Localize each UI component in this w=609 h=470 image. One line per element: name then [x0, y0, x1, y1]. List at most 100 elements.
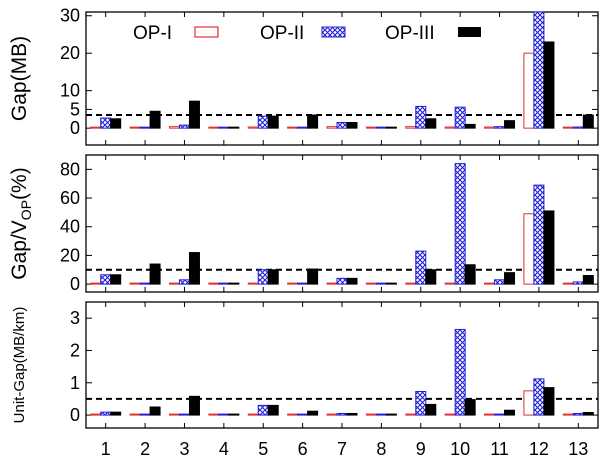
bar-op-i-3: [168, 126, 180, 129]
x-tick-label: 4: [219, 439, 229, 459]
bar-op-ii-6: [297, 413, 309, 416]
bar-op-i-11: [484, 126, 496, 129]
bar-op-ii-8: [375, 126, 387, 129]
y-tick-label: 0: [70, 274, 80, 294]
bar-op-ii-9: [415, 250, 427, 285]
bar-op-iii-7: [346, 122, 358, 129]
bar-op-iii-10: [464, 399, 476, 416]
x-tick-label: 10: [450, 439, 470, 459]
legend-swatch-op-iii: [458, 27, 481, 37]
y-tick-label: 20: [60, 43, 80, 63]
x-tick-label: 9: [416, 439, 426, 459]
bar-op-i-9: [405, 126, 417, 129]
bar-op-ii-5: [257, 269, 269, 285]
bar-op-iii-8: [385, 413, 397, 416]
bar-op-ii-2: [139, 282, 151, 285]
bar-op-i-10: [444, 413, 456, 416]
x-tick-label: 11: [490, 439, 509, 459]
bar-op-ii-6: [297, 282, 309, 285]
bar-op-iii-2: [149, 406, 161, 416]
bar-op-iii-10: [464, 123, 476, 129]
bar-op-ii-12: [533, 378, 545, 416]
y-axis-label: Gap(MB): [8, 36, 31, 121]
y-tick-label: 5: [70, 99, 80, 119]
bar-op-iii-5: [267, 115, 279, 129]
legend-swatch-op-i: [194, 26, 219, 38]
y-axis-label: Unit-Gap(MB/km): [11, 307, 28, 424]
bar-op-iii-1: [110, 118, 122, 129]
bar-op-i-13: [562, 126, 574, 129]
bar-op-i-2: [129, 413, 141, 416]
bar-op-ii-3: [178, 124, 190, 129]
bar-op-i-2: [129, 282, 141, 285]
bar-op-ii-4: [218, 126, 230, 129]
bar-op-iii-9: [425, 269, 437, 285]
y-tick-label: 20: [60, 245, 80, 265]
bar-op-i-6: [287, 413, 299, 416]
bar-op-i-9: [405, 413, 417, 416]
bar-op-i-11: [484, 413, 496, 416]
bar-op-i-6: [287, 282, 299, 285]
bar-op-ii-10: [454, 328, 466, 416]
bar-op-i-13: [562, 413, 574, 416]
panel-frame: [85, 301, 599, 429]
bar-op-ii-5: [257, 115, 269, 129]
bar-op-i-12: [523, 52, 535, 129]
y-tick-label: 2: [70, 340, 80, 360]
y-tick-label: 0: [70, 405, 80, 425]
bar-op-ii-5: [257, 404, 269, 416]
x-tick-label: 1: [101, 439, 111, 459]
bar-op-iii-4: [228, 282, 240, 285]
bar-op-iii-6: [307, 114, 319, 129]
bar-op-iii-4: [228, 126, 240, 129]
bar-op-i-5: [247, 413, 259, 416]
bar-op-ii-3: [178, 413, 190, 416]
bar-op-ii-13: [572, 126, 584, 129]
y-tick-label: 1: [70, 373, 80, 393]
bar-op-iii-12: [543, 210, 555, 285]
bar-op-ii-13: [572, 412, 584, 416]
bar-op-ii-10: [454, 163, 466, 285]
bar-op-i-8: [365, 282, 377, 285]
bar-op-i-7: [326, 126, 338, 129]
bar-op-i-13: [562, 282, 574, 285]
bar-op-ii-1: [100, 274, 112, 285]
bar-op-ii-6: [297, 126, 309, 129]
bar-op-ii-11: [494, 413, 506, 416]
bar-op-iii-12: [543, 387, 555, 416]
bar-op-i-6: [287, 126, 299, 129]
bar-op-iii-5: [267, 269, 279, 285]
y-tick-label: 60: [60, 188, 80, 208]
y-tick-label: 40: [60, 217, 80, 237]
bar-op-ii-7: [336, 277, 348, 285]
bar-op-ii-4: [218, 282, 230, 285]
bar-op-i-4: [208, 126, 220, 129]
bar-op-ii-1: [100, 117, 112, 129]
bar-op-i-7: [326, 413, 338, 416]
bar-op-i-1: [90, 413, 102, 416]
bar-op-iii-12: [543, 41, 555, 129]
bar-op-ii-13: [572, 281, 584, 285]
bar-op-i-12: [523, 213, 535, 285]
bar-op-i-4: [208, 413, 220, 416]
x-tick-label: 2: [140, 439, 150, 459]
bar-op-ii-8: [375, 282, 387, 285]
bar-op-ii-4: [218, 413, 230, 416]
bar-op-i-3: [168, 413, 180, 416]
bar-op-iii-11: [504, 120, 516, 129]
bar-op-ii-7: [336, 412, 348, 416]
y-axis-label: Gap/VOP(%): [8, 167, 34, 279]
x-tick-label: 3: [179, 439, 189, 459]
legend-swatch-op-ii: [321, 26, 346, 38]
bar-op-iii-13: [582, 411, 594, 416]
bar-op-iii-1: [110, 411, 122, 416]
bar-op-ii-11: [494, 126, 506, 129]
bar-op-ii-9: [415, 105, 427, 129]
bar-op-i-10: [444, 282, 456, 285]
bar-op-iii-5: [267, 404, 279, 416]
bar-op-i-5: [247, 282, 259, 285]
bar-op-i-11: [484, 282, 496, 285]
bar-op-i-4: [208, 282, 220, 285]
